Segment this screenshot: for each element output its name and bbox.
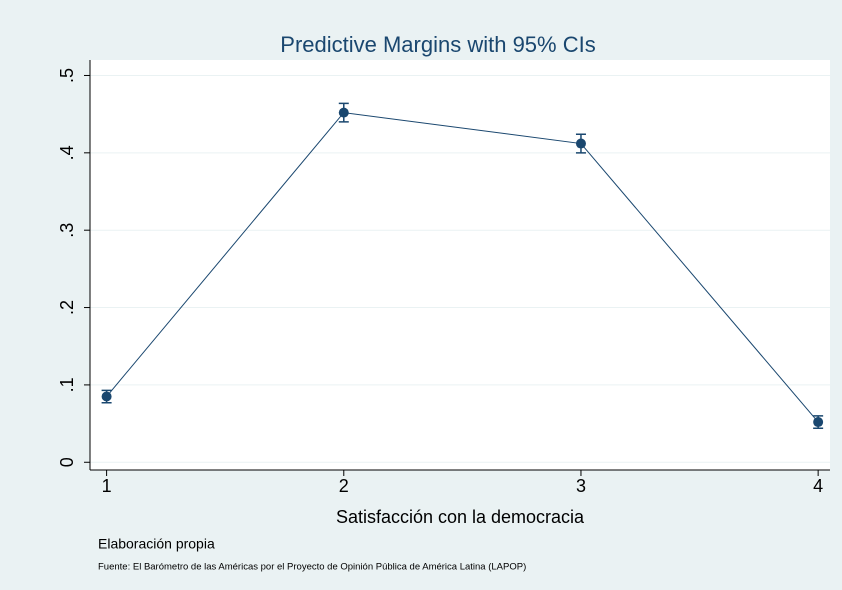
y-tick-label: .2 <box>57 300 77 315</box>
x-tick-label: 2 <box>339 476 349 496</box>
marker <box>575 138 586 149</box>
x-tick-label: 4 <box>813 476 823 496</box>
marker <box>101 391 112 402</box>
note: Elaboración propia <box>98 536 215 552</box>
x-axis-label: Satisfacción con la democracia <box>336 507 585 527</box>
marker <box>813 417 824 428</box>
marker <box>338 107 349 118</box>
line <box>106 112 819 423</box>
x-tick-label: 1 <box>102 476 112 496</box>
chart-title: Predictive Margins with 95% CIs <box>280 32 595 57</box>
y-tick-label: .4 <box>57 145 77 160</box>
x-tick-label: 3 <box>576 476 586 496</box>
note: Fuente: El Barómetro de las Américas por… <box>98 562 526 573</box>
y-tick-label: .1 <box>57 377 77 392</box>
plot-area <box>90 60 830 470</box>
y-tick-label: .5 <box>57 68 77 83</box>
y-tick-label: 0 <box>57 457 77 467</box>
y-tick-label: .3 <box>57 223 77 238</box>
